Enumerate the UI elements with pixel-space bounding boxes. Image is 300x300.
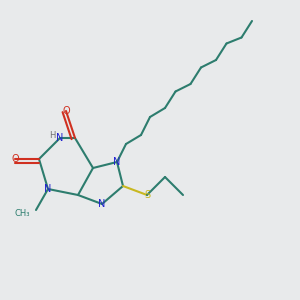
Text: N: N bbox=[113, 157, 121, 167]
Text: O: O bbox=[11, 154, 19, 164]
Text: O: O bbox=[62, 106, 70, 116]
Text: N: N bbox=[44, 184, 52, 194]
Text: CH₃: CH₃ bbox=[14, 208, 30, 217]
Text: H: H bbox=[49, 130, 56, 140]
Text: N: N bbox=[98, 199, 106, 209]
Text: S: S bbox=[144, 190, 150, 200]
Text: N: N bbox=[56, 133, 64, 143]
